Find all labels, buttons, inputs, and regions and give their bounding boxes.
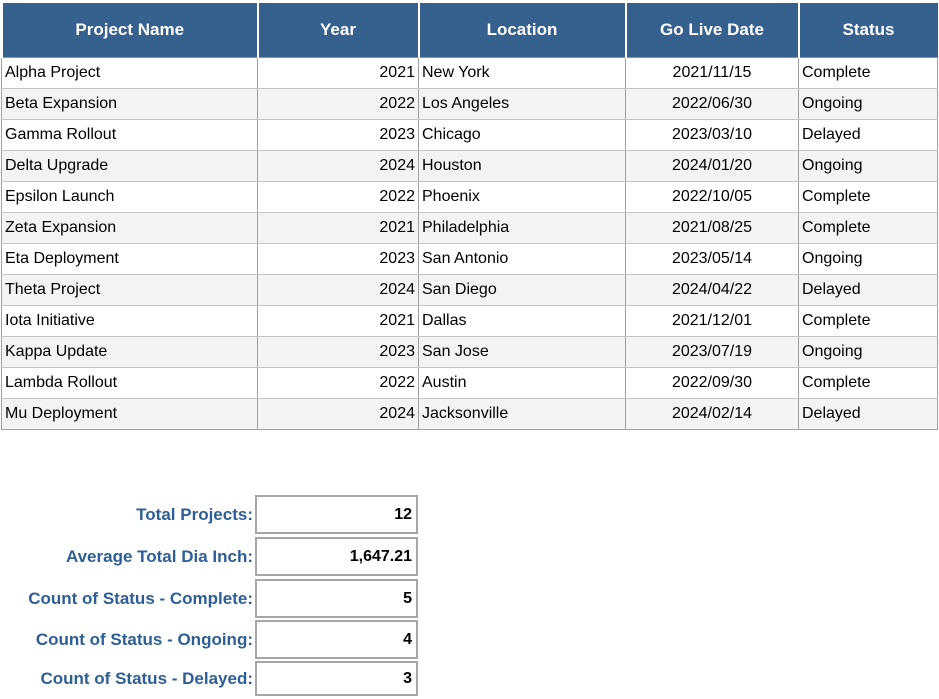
table-row: Theta Project 2024 San Diego 2024/04/22 Dela… [1, 274, 938, 306]
cell-project-name[interactable]: Zeta Expansion [1, 212, 258, 244]
cell-status[interactable]: Complete [798, 181, 938, 213]
cell-project-name[interactable]: Epsilon Launch [1, 181, 258, 213]
cell-location[interactable]: Philadelphia [418, 212, 626, 244]
summary-row-count-status-complete: Count of Status - Complete: 5 [0, 579, 939, 618]
cell-location[interactable]: Houston [418, 150, 626, 182]
cell-location[interactable]: San Antonio [418, 243, 626, 275]
cell-status[interactable]: Complete [798, 57, 938, 89]
table-row: Iota Initiative 2021 Dallas 2021/12/01 Compl… [1, 305, 938, 337]
cell-year[interactable]: 2022 [257, 181, 419, 213]
cell-go-live-date[interactable]: 2023/07/19 [625, 336, 799, 368]
cell-go-live-date[interactable]: 2023/05/14 [625, 243, 799, 275]
cell-go-live-date[interactable]: 2023/03/10 [625, 119, 799, 151]
cell-status[interactable]: Delayed [798, 398, 938, 430]
cell-status[interactable]: Ongoing [798, 88, 938, 120]
summary-row-average-total-dia-inch: Average Total Dia Inch: 1,647.21 [0, 537, 939, 576]
table-row: Delta Upgrade 2024 Houston 2024/01/20 Ongoin… [1, 150, 938, 182]
column-header-location[interactable]: Location [417, 3, 626, 58]
cell-year[interactable]: 2022 [257, 88, 419, 120]
cell-location[interactable]: Jacksonville [418, 398, 626, 430]
cell-year[interactable]: 2024 [257, 150, 419, 182]
cell-go-live-date[interactable]: 2022/09/30 [625, 367, 799, 399]
cell-go-live-date[interactable]: 2021/11/15 [625, 57, 799, 89]
cell-project-name[interactable]: Lambda Rollout [1, 367, 258, 399]
cell-location[interactable]: Phoenix [418, 181, 626, 213]
summary-row-count-status-ongoing: Count of Status - Ongoing: 4 [0, 620, 939, 659]
table-row: Kappa Update 2023 San Jose 2023/07/19 Ongoin… [1, 336, 938, 368]
cell-year[interactable]: 2023 [257, 243, 419, 275]
table-row: Epsilon Launch 2022 Phoenix 2022/10/05 Compl… [1, 181, 938, 213]
cell-go-live-date[interactable]: 2021/12/01 [625, 305, 799, 337]
cell-project-name[interactable]: Mu Deployment [1, 398, 258, 430]
table-row: Alpha Project 2021 New York 2021/11/15 Compl… [1, 57, 938, 89]
cell-year[interactable]: 2024 [257, 274, 419, 306]
cell-project-name[interactable]: Kappa Update [1, 336, 258, 368]
cell-go-live-date[interactable]: 2021/08/25 [625, 212, 799, 244]
cell-year[interactable]: 2022 [257, 367, 419, 399]
cell-location[interactable]: New York [418, 57, 626, 89]
summary-value-total-projects[interactable]: 12 [255, 495, 418, 534]
cell-go-live-date[interactable]: 2022/10/05 [625, 181, 799, 213]
cell-status[interactable]: Ongoing [798, 150, 938, 182]
column-header-year[interactable]: Year [256, 3, 419, 58]
cell-project-name[interactable]: Theta Project [1, 274, 258, 306]
table-row: Beta Expansion 2022 Los Angeles 2022/06/30 O… [1, 88, 938, 120]
table-row: Lambda Rollout 2022 Austin 2022/09/30 Comple… [1, 367, 938, 399]
cell-status[interactable]: Ongoing [798, 243, 938, 275]
table-body: Alpha Project 2021 New York 2021/11/15 Compl… [1, 57, 938, 430]
table-header-row: Project Name Year Location Go Live Date … [0, 3, 938, 58]
table-row: Eta Deployment 2023 San Antonio 2023/05/14 O… [1, 243, 938, 275]
summary-label-total-projects[interactable]: Total Projects: [136, 504, 253, 524]
cell-year[interactable]: 2023 [257, 336, 419, 368]
cell-location[interactable]: Chicago [418, 119, 626, 151]
summary-value-count-status-delayed[interactable]: 3 [255, 661, 418, 696]
summary-label-count-status-ongoing[interactable]: Count of Status - Ongoing: [35, 629, 253, 649]
cell-location[interactable]: San Jose [418, 336, 626, 368]
column-header-status[interactable]: Status [797, 3, 938, 58]
column-header-go-live-date[interactable]: Go Live Date [624, 3, 799, 58]
cell-go-live-date[interactable]: 2022/06/30 [625, 88, 799, 120]
summary-value-count-status-complete[interactable]: 5 [255, 579, 418, 618]
cell-project-name[interactable]: Beta Expansion [1, 88, 258, 120]
summary-value-count-status-ongoing[interactable]: 4 [255, 620, 418, 659]
cell-location[interactable]: Los Angeles [418, 88, 626, 120]
summary-row-total-projects: Total Projects: 12 [0, 495, 939, 534]
summary-label-average-total-dia-inch[interactable]: Average Total Dia Inch: [65, 546, 253, 566]
cell-status[interactable]: Complete [798, 212, 938, 244]
cell-status[interactable]: Ongoing [798, 336, 938, 368]
cell-project-name[interactable]: Iota Initiative [1, 305, 258, 337]
cell-project-name[interactable]: Delta Upgrade [1, 150, 258, 182]
table-row: Mu Deployment 2024 Jacksonville 2024/02/14 D… [1, 398, 938, 430]
cell-status[interactable]: Complete [798, 305, 938, 337]
cell-location[interactable]: San Diego [418, 274, 626, 306]
cell-year[interactable]: 2021 [257, 305, 419, 337]
cell-go-live-date[interactable]: 2024/01/20 [625, 150, 799, 182]
cell-go-live-date[interactable]: 2024/04/22 [625, 274, 799, 306]
cell-status[interactable]: Complete [798, 367, 938, 399]
cell-year[interactable]: 2023 [257, 119, 419, 151]
cell-project-name[interactable]: Gamma Rollout [1, 119, 258, 151]
summary-label-count-status-complete[interactable]: Count of Status - Complete: [28, 588, 253, 608]
summary-value-average-total-dia-inch[interactable]: 1,647.21 [255, 537, 418, 576]
cell-location[interactable]: Austin [418, 367, 626, 399]
cell-year[interactable]: 2021 [257, 212, 419, 244]
projects-table: Project Name Year Location Go Live Date … [0, 3, 938, 430]
cell-year[interactable]: 2021 [257, 57, 419, 89]
cell-location[interactable]: Dallas [418, 305, 626, 337]
summary-row-count-status-delayed: Count of Status - Delayed: 3 [0, 661, 939, 696]
cell-year[interactable]: 2024 [257, 398, 419, 430]
table-row: Gamma Rollout 2023 Chicago 2023/03/10 Delaye… [1, 119, 938, 151]
cell-go-live-date[interactable]: 2024/02/14 [625, 398, 799, 430]
cell-project-name[interactable]: Eta Deployment [1, 243, 258, 275]
cell-status[interactable]: Delayed [798, 274, 938, 306]
cell-status[interactable]: Delayed [798, 119, 938, 151]
cell-project-name[interactable]: Alpha Project [1, 57, 258, 89]
summary-label-count-status-delayed[interactable]: Count of Status - Delayed: [40, 668, 253, 688]
table-row: Zeta Expansion 2021 Philadelphia 2021/08/25… [1, 212, 938, 244]
column-header-project-name[interactable]: Project Name [0, 3, 258, 58]
